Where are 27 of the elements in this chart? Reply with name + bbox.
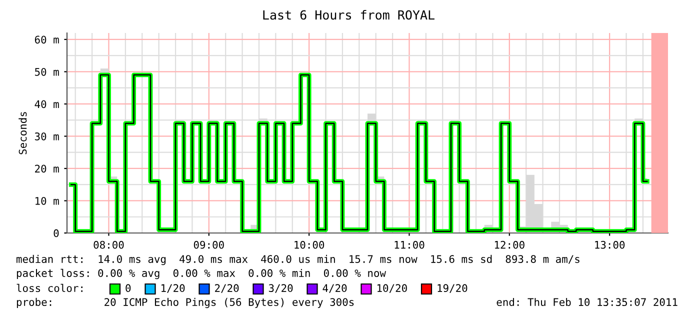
chart-title: Last 6 Hours from ROYAL (263, 10, 434, 20)
y-tick-label: 0 (54, 229, 59, 238)
legend-label: 0 (126, 284, 131, 292)
y-tick-label: 50 m (35, 68, 59, 76)
y-tick-label: 30 m (34, 132, 59, 140)
text: packet loss: 0.00 % avg 0.00 % max 0.00 % min 0.00 % now (16, 268, 386, 280)
legend-label: 4/20 (322, 284, 347, 293)
text: probe: 20 ICMP Echo Pings (56 Bytes) every 300s (16, 298, 354, 308)
legend-label: 2/20 (215, 284, 239, 293)
y-tick-label: 60 m (34, 36, 59, 44)
x-tick-label: 09:00 (194, 240, 224, 249)
legend-label: 19/20 (438, 284, 468, 293)
y-tick-label: 20 m (35, 164, 59, 173)
x-tick-label: 08:00 (94, 240, 124, 249)
x-tick-label: 11:00 (394, 240, 424, 249)
y-axis-title: Seconds (18, 112, 27, 154)
text: end: Thu Feb 10 13:35:07 2011 (496, 298, 678, 306)
x-tick-label: 10:00 (294, 240, 324, 249)
y-tick-label: 10 m (36, 196, 59, 205)
text: median rtt: 14.0 ms avg 49.0 ms max 460.0 us min 15.7 ms now 15.6 ms sd 893.8 m am/s (16, 254, 580, 266)
y-tick-label: 40 m (34, 100, 59, 108)
legend-title: loss color: (16, 284, 82, 292)
legend-label: 10/20 (378, 284, 407, 293)
x-tick-label: 13:00 (595, 240, 625, 249)
legend-label: 3/20 (268, 284, 293, 293)
legend-label: 1/20 (162, 284, 185, 293)
x-tick-label: 12:00 (494, 240, 524, 249)
